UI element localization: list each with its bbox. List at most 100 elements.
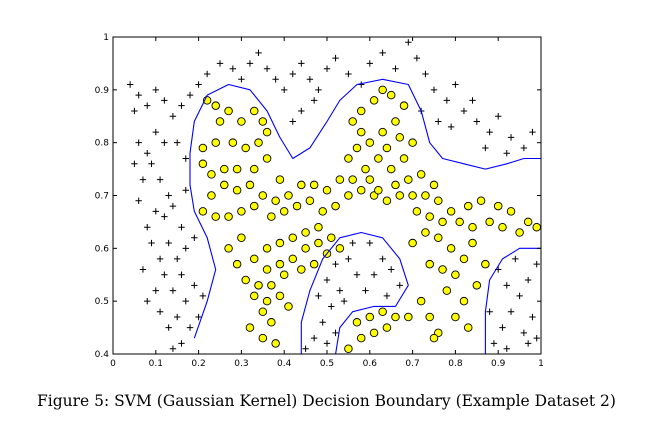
positive-example-point <box>245 323 255 332</box>
positive-example-point <box>485 217 494 227</box>
negative-example-point <box>482 144 489 152</box>
positive-example-point <box>207 191 216 200</box>
positive-example-point <box>344 344 353 353</box>
positive-example-point <box>378 307 387 316</box>
plot-area <box>126 39 541 354</box>
negative-example-point <box>460 107 468 115</box>
positive-example-point <box>258 307 268 316</box>
negative-example-point <box>379 255 386 263</box>
negative-example-point <box>370 271 378 278</box>
decision-boundary-curve <box>189 78 541 339</box>
positive-example-point <box>459 296 469 306</box>
negative-example-point <box>529 128 536 136</box>
positive-example-point <box>237 207 246 216</box>
negative-example-point <box>503 345 510 352</box>
positive-example-point <box>506 207 516 216</box>
negative-example-point <box>169 202 177 210</box>
negative-example-point <box>503 282 510 289</box>
positive-example-point <box>408 238 417 248</box>
positive-example-point <box>434 196 443 206</box>
positive-example-point <box>523 217 533 227</box>
positive-example-point <box>352 318 362 327</box>
positive-example-point <box>211 101 220 110</box>
positive-example-point <box>249 164 259 174</box>
positive-example-point <box>459 254 469 264</box>
negative-example-point <box>533 334 540 342</box>
positive-example-point <box>446 207 456 216</box>
negative-example-point <box>182 155 189 162</box>
negative-example-point <box>486 308 493 315</box>
negative-example-point <box>148 239 155 247</box>
positive-example-point <box>386 164 396 174</box>
negative-example-point <box>165 192 172 199</box>
negative-example-point <box>405 39 412 46</box>
negative-example-point <box>144 224 151 231</box>
x-tick-label: 0.7 <box>405 359 419 369</box>
negative-example-point <box>186 324 194 331</box>
negative-example-point <box>152 208 159 215</box>
positive-example-point <box>438 265 447 274</box>
positive-example-point <box>224 212 233 221</box>
positive-example-point <box>425 212 434 221</box>
negative-example-point <box>315 292 322 300</box>
negative-example-point <box>161 139 168 146</box>
positive-example-point <box>374 154 383 163</box>
positive-example-point <box>356 106 366 116</box>
positive-example-point <box>395 133 405 142</box>
negative-example-point <box>199 292 207 300</box>
positive-example-point <box>532 222 541 232</box>
negative-example-point <box>332 329 339 337</box>
negative-example-point <box>161 213 168 220</box>
positive-example-point <box>314 238 323 248</box>
axes: 0 0.1 0.2 0.3 0.4 0.5 0.6 0.7 0.8 0.9 1 0.4 0.5 0.6 0.… <box>95 33 544 369</box>
negative-example-point <box>203 70 211 78</box>
negative-example-point <box>332 260 339 268</box>
negative-example-point <box>422 70 429 78</box>
negative-example-point <box>524 340 532 347</box>
positive-example-point <box>271 339 280 348</box>
negative-example-point <box>182 187 189 194</box>
negative-example-point <box>507 134 515 141</box>
negative-example-point <box>152 128 159 136</box>
negative-example-point <box>255 49 262 57</box>
positive-example-point <box>249 291 259 301</box>
negative-example-point <box>161 97 168 104</box>
positive-example-point <box>468 222 477 232</box>
y-tick-label: 0.4 <box>95 350 110 360</box>
positive-example-point <box>344 191 353 200</box>
positive-example-point <box>515 228 524 237</box>
positive-example-point <box>408 138 417 147</box>
positive-example-point <box>412 207 422 216</box>
positive-example-point <box>365 312 375 322</box>
negative-example-point <box>281 86 288 94</box>
negative-example-point <box>345 70 352 78</box>
positive-example-point <box>262 127 272 137</box>
negative-example-point <box>229 65 237 72</box>
negative-example-point <box>186 91 194 99</box>
positive-example-point <box>258 191 268 200</box>
positive-example-point <box>198 159 208 169</box>
x-tick-label: 0.6 <box>363 359 378 369</box>
positive-example-point <box>288 233 298 243</box>
negative-example-point <box>139 176 147 183</box>
negative-example-point <box>298 60 305 67</box>
negative-example-point <box>396 282 403 289</box>
negative-example-point <box>144 150 151 157</box>
positive-example-point <box>498 222 507 232</box>
positive-example-point <box>262 244 272 253</box>
positive-example-point <box>279 270 289 280</box>
negative-example-point <box>473 118 480 125</box>
positive-example-point <box>284 302 293 311</box>
positive-example-point <box>335 175 345 184</box>
positive-example-point <box>382 143 392 153</box>
positive-example-point <box>356 333 366 343</box>
positive-example-point <box>198 207 208 216</box>
positive-example-point <box>241 143 250 153</box>
negative-example-point <box>152 287 159 294</box>
negative-example-point <box>495 113 502 120</box>
positive-example-point <box>365 175 375 184</box>
positive-example-point <box>267 281 276 290</box>
positive-example-point <box>258 333 268 343</box>
positive-example-point <box>382 323 392 332</box>
x-tick-label: 0.4 <box>277 359 292 369</box>
